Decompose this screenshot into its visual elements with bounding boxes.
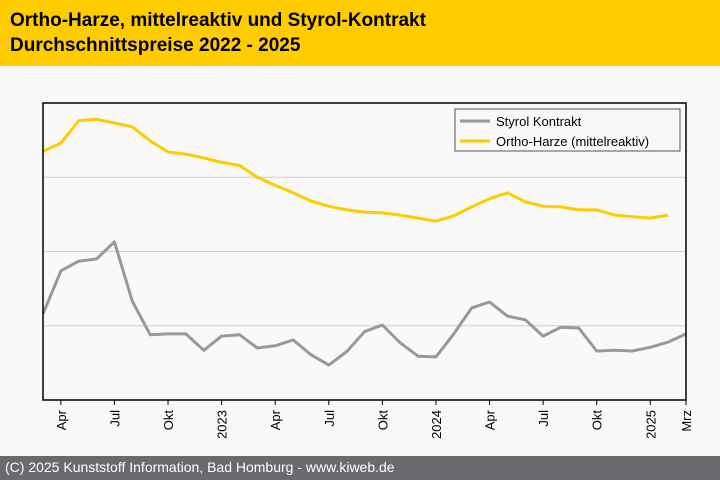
x-tick-label: Jul (107, 410, 122, 427)
footer-bar: (C) 2025 Kunststoff Information, Bad Hom… (0, 456, 720, 480)
x-tick-label: 2025 (643, 410, 658, 439)
chart-title: Ortho-Harze, mittelreaktiv und Styrol-Ko… (10, 10, 426, 31)
series-line-styrol (41, 240, 687, 367)
gridlines (43, 176, 686, 327)
x-tick-label: Okt (161, 410, 176, 431)
x-tick-label: Apr (54, 409, 69, 430)
x-tick-label: 2024 (429, 410, 444, 439)
legend-label-styrol: Styrol Kontrakt (496, 114, 582, 129)
x-tick-label: Jul (536, 410, 551, 427)
x-tick-label: Mrz (679, 410, 694, 432)
plot-frame (42, 102, 687, 401)
series-line-ortho (42, 117, 669, 223)
chart-subtitle: Durchschnittspreise 2022 - 2025 (10, 35, 301, 56)
line-chart: Apr Jul Okt 2023 Apr Jul Okt 2024 Apr Jul Okt 2025 M… (41, 102, 694, 439)
legend-label-ortho: Ortho-Harze (mittelreaktiv) (496, 134, 649, 149)
x-tick-label: 2023 (215, 410, 230, 439)
x-axis-ticks: Apr Jul Okt 2023 Apr Jul Okt 2024 Apr Jul Okt 2025 M… (54, 400, 694, 439)
x-tick-label: Apr (268, 409, 283, 430)
series-lines (41, 117, 687, 367)
legend: Styrol Kontrakt Ortho-Harze (mittelreakt… (454, 108, 681, 152)
x-tick-label: Okt (590, 410, 605, 431)
x-tick-label: Apr (483, 409, 498, 430)
x-tick-label: Okt (375, 410, 390, 431)
copyright-text: (C) 2025 Kunststoff Information, Bad Hom… (5, 459, 395, 475)
header-bar: Ortho-Harze, mittelreaktiv und Styrol-Ko… (0, 0, 720, 66)
x-tick-label: Jul (322, 410, 337, 427)
legend-box (454, 108, 681, 152)
